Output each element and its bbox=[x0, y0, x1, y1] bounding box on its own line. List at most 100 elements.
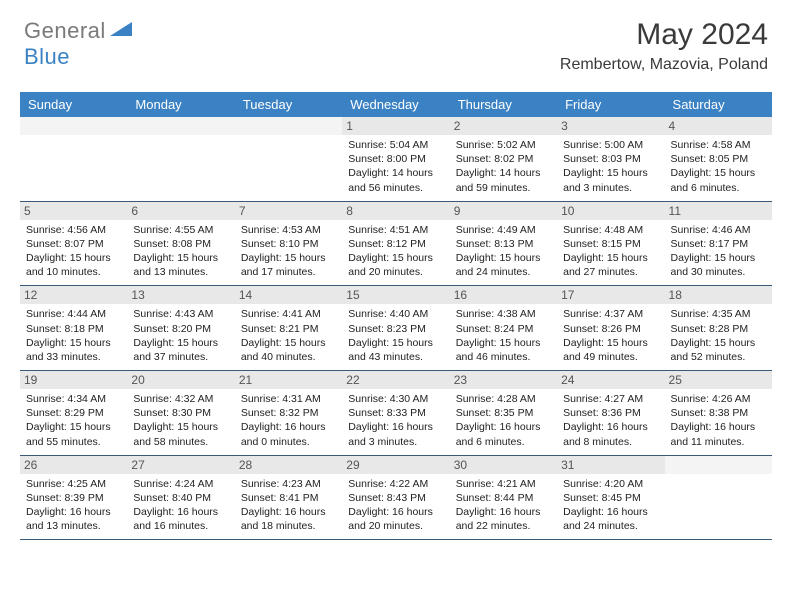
day-detail: Sunrise: 4:30 AMSunset: 8:33 PMDaylight:… bbox=[348, 392, 443, 449]
calendar-cell: 2 Sunrise: 5:02 AMSunset: 8:02 PMDaylight… bbox=[450, 117, 557, 201]
day-number: 17 bbox=[557, 286, 664, 304]
calendar-cell: 30 Sunrise: 4:21 AMSunset: 8:44 PMDayligh… bbox=[450, 455, 557, 540]
day-number: 19 bbox=[20, 371, 127, 389]
day-detail: Sunrise: 4:27 AMSunset: 8:36 PMDaylight:… bbox=[563, 392, 658, 449]
calendar-cell: 22 Sunrise: 4:30 AMSunset: 8:33 PMDayligh… bbox=[342, 371, 449, 456]
calendar-cell: 23Sunrise: 4:28 AMSunset: 8:35 PMDayligh… bbox=[450, 371, 557, 456]
calendar-header-row: SundayMondayTuesdayWednesdayThursdayFrid… bbox=[20, 92, 772, 117]
calendar-cell: 7 Sunrise: 4:53 AMSunset: 8:10 PMDaylight… bbox=[235, 201, 342, 286]
day-detail: Sunrise: 4:24 AMSunset: 8:40 PMDaylight:… bbox=[133, 477, 228, 534]
day-number: 26 bbox=[20, 456, 127, 474]
calendar-cell: 15 Sunrise: 4:40 AMSunset: 8:23 PMDayligh… bbox=[342, 286, 449, 371]
logo-text-general: General bbox=[24, 18, 106, 44]
day-number: 1 bbox=[342, 117, 449, 135]
logo: General bbox=[24, 18, 138, 44]
empty-day bbox=[235, 117, 342, 135]
empty-day bbox=[665, 456, 772, 474]
calendar-body: 1 Sunrise: 5:04 AMSunset: 8:00 PMDaylight… bbox=[20, 117, 772, 540]
day-number: 30 bbox=[450, 456, 557, 474]
calendar-cell bbox=[665, 455, 772, 540]
day-detail: Sunrise: 5:04 AMSunset: 8:00 PMDaylight:… bbox=[348, 138, 443, 195]
calendar-cell: 29 Sunrise: 4:22 AMSunset: 8:43 PMDayligh… bbox=[342, 455, 449, 540]
calendar-cell: 17 Sunrise: 4:37 AMSunset: 8:26 PMDayligh… bbox=[557, 286, 664, 371]
day-detail: Sunrise: 4:38 AMSunset: 8:24 PMDaylight:… bbox=[456, 307, 551, 364]
weekday-header: Friday bbox=[557, 92, 664, 117]
day-number: 29 bbox=[342, 456, 449, 474]
day-detail: Sunrise: 4:32 AMSunset: 8:30 PMDaylight:… bbox=[133, 392, 228, 449]
calendar-cell: 10Sunrise: 4:48 AMSunset: 8:15 PMDayligh… bbox=[557, 201, 664, 286]
calendar-cell: 4 Sunrise: 4:58 AMSunset: 8:05 PMDaylight… bbox=[665, 117, 772, 201]
day-number: 22 bbox=[342, 371, 449, 389]
day-number: 5 bbox=[20, 202, 127, 220]
empty-day bbox=[127, 117, 234, 135]
day-detail: Sunrise: 4:53 AMSunset: 8:10 PMDaylight:… bbox=[241, 223, 336, 280]
calendar-cell: 14 Sunrise: 4:41 AMSunset: 8:21 PMDayligh… bbox=[235, 286, 342, 371]
day-detail: Sunrise: 4:51 AMSunset: 8:12 PMDaylight:… bbox=[348, 223, 443, 280]
day-number: 15 bbox=[342, 286, 449, 304]
title-block: May 2024 Rembertow, Mazovia, Poland bbox=[560, 18, 768, 74]
logo-text-blue: Blue bbox=[24, 44, 70, 69]
day-detail: Sunrise: 4:22 AMSunset: 8:43 PMDaylight:… bbox=[348, 477, 443, 534]
day-detail: Sunrise: 4:58 AMSunset: 8:05 PMDaylight:… bbox=[671, 138, 766, 195]
day-number: 6 bbox=[127, 202, 234, 220]
calendar-cell: 5Sunrise: 4:56 AMSunset: 8:07 PMDaylight… bbox=[20, 201, 127, 286]
day-detail: Sunrise: 4:44 AMSunset: 8:18 PMDaylight:… bbox=[26, 307, 121, 364]
day-number: 12 bbox=[20, 286, 127, 304]
calendar-table: SundayMondayTuesdayWednesdayThursdayFrid… bbox=[20, 92, 772, 540]
calendar-cell: 13 Sunrise: 4:43 AMSunset: 8:20 PMDayligh… bbox=[127, 286, 234, 371]
logo-triangle-icon bbox=[110, 20, 136, 43]
day-detail: Sunrise: 4:31 AMSunset: 8:32 PMDaylight:… bbox=[241, 392, 336, 449]
calendar-cell: 31Sunrise: 4:20 AMSunset: 8:45 PMDayligh… bbox=[557, 455, 664, 540]
day-detail: Sunrise: 4:37 AMSunset: 8:26 PMDaylight:… bbox=[563, 307, 658, 364]
day-number: 9 bbox=[450, 202, 557, 220]
day-number: 28 bbox=[235, 456, 342, 474]
day-number: 7 bbox=[235, 202, 342, 220]
day-detail: Sunrise: 4:35 AMSunset: 8:28 PMDaylight:… bbox=[671, 307, 766, 364]
day-detail: Sunrise: 5:02 AMSunset: 8:02 PMDaylight:… bbox=[456, 138, 551, 195]
logo-sub: Blue bbox=[24, 44, 70, 70]
calendar-cell bbox=[127, 117, 234, 201]
calendar-cell: 6Sunrise: 4:55 AMSunset: 8:08 PMDaylight… bbox=[127, 201, 234, 286]
day-number: 27 bbox=[127, 456, 234, 474]
weekday-header: Sunday bbox=[20, 92, 127, 117]
day-detail: Sunrise: 4:46 AMSunset: 8:17 PMDaylight:… bbox=[671, 223, 766, 280]
calendar-cell: 11 Sunrise: 4:46 AMSunset: 8:17 PMDayligh… bbox=[665, 201, 772, 286]
day-number: 25 bbox=[665, 371, 772, 389]
empty-day bbox=[20, 117, 127, 135]
calendar-cell: 18Sunrise: 4:35 AMSunset: 8:28 PMDayligh… bbox=[665, 286, 772, 371]
day-number: 21 bbox=[235, 371, 342, 389]
weekday-header: Thursday bbox=[450, 92, 557, 117]
month-title: May 2024 bbox=[560, 18, 768, 52]
calendar-cell: 27 Sunrise: 4:24 AMSunset: 8:40 PMDayligh… bbox=[127, 455, 234, 540]
header: General May 2024 Rembertow, Mazovia, Pol… bbox=[0, 0, 792, 84]
calendar-cell: 21 Sunrise: 4:31 AMSunset: 8:32 PMDayligh… bbox=[235, 371, 342, 456]
day-detail: Sunrise: 4:40 AMSunset: 8:23 PMDaylight:… bbox=[348, 307, 443, 364]
day-number: 2 bbox=[450, 117, 557, 135]
day-detail: Sunrise: 5:00 AMSunset: 8:03 PMDaylight:… bbox=[563, 138, 658, 195]
day-detail: Sunrise: 4:28 AMSunset: 8:35 PMDaylight:… bbox=[456, 392, 551, 449]
calendar-cell: 9 Sunrise: 4:49 AMSunset: 8:13 PMDaylight… bbox=[450, 201, 557, 286]
calendar-cell: 26Sunrise: 4:25 AMSunset: 8:39 PMDayligh… bbox=[20, 455, 127, 540]
weekday-header: Tuesday bbox=[235, 92, 342, 117]
calendar-cell: 1 Sunrise: 5:04 AMSunset: 8:00 PMDaylight… bbox=[342, 117, 449, 201]
day-detail: Sunrise: 4:41 AMSunset: 8:21 PMDaylight:… bbox=[241, 307, 336, 364]
day-number: 14 bbox=[235, 286, 342, 304]
calendar-cell: 25Sunrise: 4:26 AMSunset: 8:38 PMDayligh… bbox=[665, 371, 772, 456]
calendar-cell: 12 Sunrise: 4:44 AMSunset: 8:18 PMDayligh… bbox=[20, 286, 127, 371]
day-number: 11 bbox=[665, 202, 772, 220]
calendar-cell: 24Sunrise: 4:27 AMSunset: 8:36 PMDayligh… bbox=[557, 371, 664, 456]
calendar-cell: 3 Sunrise: 5:00 AMSunset: 8:03 PMDaylight… bbox=[557, 117, 664, 201]
day-number: 13 bbox=[127, 286, 234, 304]
day-number: 20 bbox=[127, 371, 234, 389]
weekday-header: Saturday bbox=[665, 92, 772, 117]
day-detail: Sunrise: 4:49 AMSunset: 8:13 PMDaylight:… bbox=[456, 223, 551, 280]
calendar-cell bbox=[20, 117, 127, 201]
calendar-cell: 20 Sunrise: 4:32 AMSunset: 8:30 PMDayligh… bbox=[127, 371, 234, 456]
day-detail: Sunrise: 4:21 AMSunset: 8:44 PMDaylight:… bbox=[456, 477, 551, 534]
day-number: 4 bbox=[665, 117, 772, 135]
day-number: 3 bbox=[557, 117, 664, 135]
calendar-cell: 28Sunrise: 4:23 AMSunset: 8:41 PMDayligh… bbox=[235, 455, 342, 540]
day-detail: Sunrise: 4:34 AMSunset: 8:29 PMDaylight:… bbox=[26, 392, 121, 449]
day-detail: Sunrise: 4:43 AMSunset: 8:20 PMDaylight:… bbox=[133, 307, 228, 364]
location-text: Rembertow, Mazovia, Poland bbox=[560, 56, 768, 74]
